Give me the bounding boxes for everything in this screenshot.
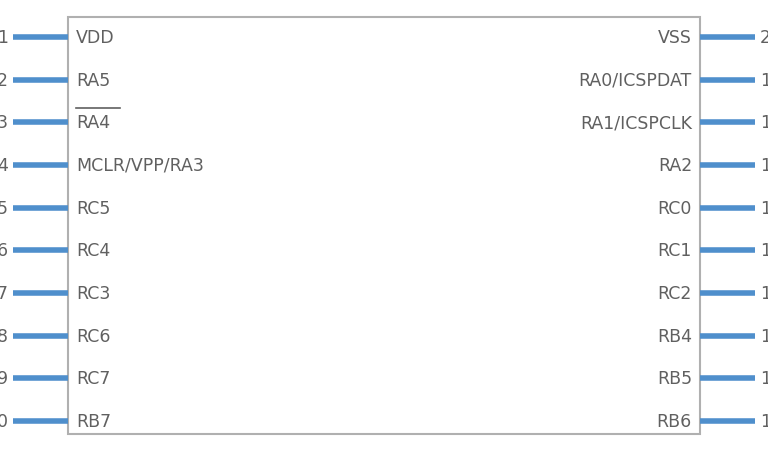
Text: 2: 2 (0, 72, 8, 89)
Text: 17: 17 (760, 156, 768, 175)
Text: MCLR/VPP/RA3: MCLR/VPP/RA3 (76, 156, 204, 175)
Text: RA5: RA5 (76, 72, 111, 89)
Text: 1: 1 (0, 29, 8, 47)
Text: RC5: RC5 (76, 199, 111, 217)
Text: RC1: RC1 (657, 242, 692, 260)
Text: 5: 5 (0, 199, 8, 217)
Text: RC3: RC3 (76, 285, 111, 302)
Text: 20: 20 (760, 29, 768, 47)
Text: VSS: VSS (658, 29, 692, 47)
Text: RC6: RC6 (76, 327, 111, 345)
Text: 9: 9 (0, 369, 8, 387)
Text: 18: 18 (760, 114, 768, 132)
Text: RB4: RB4 (657, 327, 692, 345)
Text: 10: 10 (0, 412, 8, 430)
Text: RB6: RB6 (657, 412, 692, 430)
Text: 6: 6 (0, 242, 8, 260)
Text: VDD: VDD (76, 29, 114, 47)
Text: 3: 3 (0, 114, 8, 132)
Text: RB5: RB5 (657, 369, 692, 387)
Text: 19: 19 (760, 72, 768, 89)
Bar (68, 18, 700, 434)
Text: RA0/ICSPDAT: RA0/ICSPDAT (579, 72, 692, 89)
Text: 12: 12 (760, 369, 768, 387)
Text: RC0: RC0 (657, 199, 692, 217)
Text: 7: 7 (0, 285, 8, 302)
Text: 13: 13 (760, 327, 768, 345)
Text: RA4: RA4 (76, 114, 110, 132)
Text: RB7: RB7 (76, 412, 111, 430)
Text: 4: 4 (0, 156, 8, 175)
Text: 11: 11 (760, 412, 768, 430)
Text: RC2: RC2 (657, 285, 692, 302)
Text: 15: 15 (760, 242, 768, 260)
Text: RA1/ICSPCLK: RA1/ICSPCLK (580, 114, 692, 132)
Text: 14: 14 (760, 285, 768, 302)
Text: RC7: RC7 (76, 369, 111, 387)
Text: 16: 16 (760, 199, 768, 217)
Text: RA2: RA2 (657, 156, 692, 175)
Text: RC4: RC4 (76, 242, 111, 260)
Text: 8: 8 (0, 327, 8, 345)
